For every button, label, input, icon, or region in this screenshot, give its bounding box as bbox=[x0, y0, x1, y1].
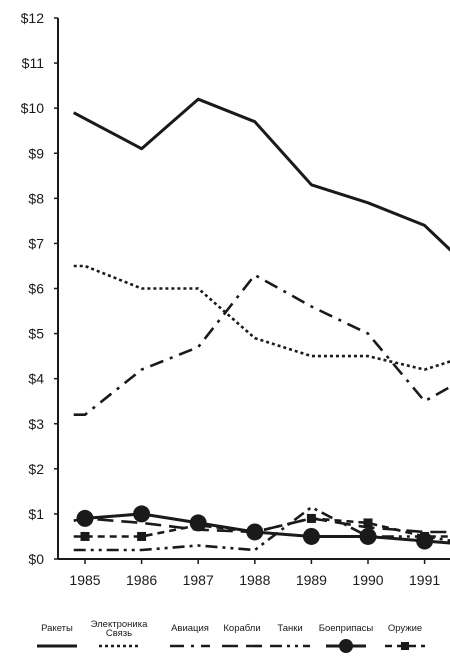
x-tick-label: 1989 bbox=[296, 572, 327, 588]
data-point-square bbox=[250, 527, 260, 537]
legend-label: Танки bbox=[277, 623, 302, 634]
y-tick-label: $8 bbox=[28, 190, 44, 206]
x-tick-label: 1985 bbox=[69, 572, 100, 588]
legend-label: Ракеты bbox=[41, 623, 73, 634]
x-tick-labels: 1985 1986 1987 1988 1989 1990 1991 bbox=[69, 559, 440, 588]
data-point-square bbox=[137, 531, 147, 541]
y-tick-label: $6 bbox=[28, 281, 44, 297]
y-tick-label: $1 bbox=[28, 506, 44, 522]
series-line-2 bbox=[73, 264, 450, 371]
data-point-square bbox=[80, 531, 90, 541]
data-point-square bbox=[193, 520, 203, 530]
data-point-circle bbox=[133, 505, 151, 523]
x-tick-label: 1990 bbox=[352, 572, 383, 588]
series-markers bbox=[76, 505, 434, 550]
series-line-6 bbox=[84, 512, 450, 545]
y-tick-label: $12 bbox=[21, 10, 45, 26]
data-point-circle bbox=[359, 527, 377, 545]
y-tick-label: $7 bbox=[28, 235, 44, 251]
y-tick-label: $3 bbox=[28, 416, 44, 432]
y-tick-label: $10 bbox=[21, 100, 45, 116]
legend-marker-circle bbox=[339, 639, 353, 653]
data-point-square bbox=[306, 513, 316, 523]
data-point-circle bbox=[302, 527, 320, 545]
data-point-circle bbox=[76, 509, 94, 527]
y-tick-label: $0 bbox=[28, 551, 44, 567]
legend-label: Боеприпасы bbox=[319, 623, 374, 634]
legend-label: Авиация bbox=[171, 623, 209, 634]
y-tick-label: $2 bbox=[28, 461, 44, 477]
data-point-square bbox=[363, 518, 373, 528]
y-tick-label: $9 bbox=[28, 145, 44, 161]
x-tick-label: 1987 bbox=[183, 572, 214, 588]
chart-axes bbox=[57, 18, 450, 560]
x-tick-label: 1986 bbox=[126, 572, 157, 588]
series-line-3 bbox=[73, 273, 450, 416]
y-tick-labels: $0 $1 $2 $3 $4 $5 $6 $7 $8 $9 $10 $11 $12 bbox=[21, 10, 58, 567]
series-line-1 bbox=[72, 97, 450, 252]
y-tick-label: $4 bbox=[28, 371, 44, 387]
x-tick-label: 1991 bbox=[409, 572, 440, 588]
data-point-square bbox=[420, 531, 430, 541]
legend-label: Электроника bbox=[91, 619, 148, 630]
legend-marker-square bbox=[401, 642, 409, 650]
y-tick-label: $5 bbox=[28, 326, 44, 342]
legend-label: Связь bbox=[106, 628, 132, 639]
legend-label: Корабли bbox=[223, 623, 260, 634]
y-tick-label: $11 bbox=[22, 55, 45, 71]
x-tick-label: 1988 bbox=[239, 572, 270, 588]
legend-label: Оружие bbox=[388, 623, 422, 634]
series-lines bbox=[72, 97, 450, 552]
